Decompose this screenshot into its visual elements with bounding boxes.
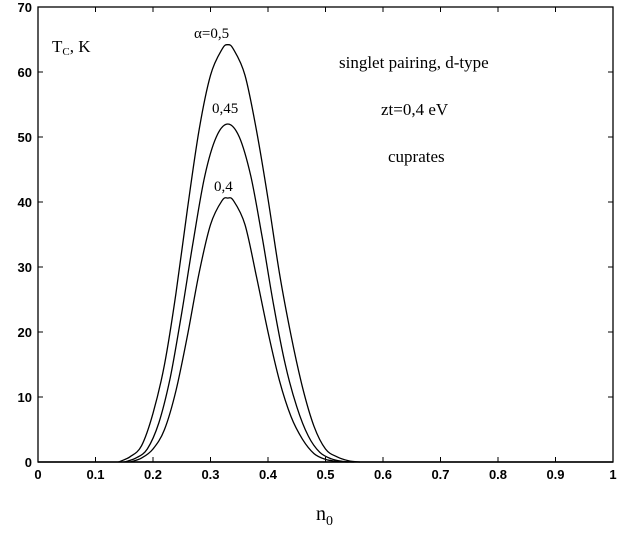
x-tick-label: 0.5	[316, 467, 334, 482]
series-line-2	[129, 197, 349, 463]
y-tick-label: 70	[18, 0, 32, 15]
y-axis-label: TC, K	[52, 37, 91, 58]
x-tick-label: 0.7	[431, 467, 449, 482]
axes: 0 0.1 0.2 0.3 0.4 0.5 0.6 0.7 0.8 0.9 101020304050…	[18, 0, 617, 482]
x-tick-label: 0.8	[489, 467, 507, 482]
x-tick-label: 0.3	[201, 467, 219, 482]
annotation-zt: zt=0,4 eV	[381, 100, 449, 119]
annotation-pairing: singlet pairing, d-type	[339, 53, 489, 72]
x-tick-label: 0.2	[144, 467, 162, 482]
series-line-1	[124, 123, 355, 463]
y-tick-label: 20	[18, 325, 32, 340]
series-lines	[118, 44, 361, 463]
y-tick-label: 10	[18, 390, 32, 405]
annotation-cuprates: cuprates	[388, 147, 445, 166]
series-label-0-45: 0,45	[212, 101, 238, 117]
y-tick-label: 0	[25, 455, 32, 470]
x-tick-label: 0	[34, 467, 41, 482]
series-label-0-4: 0,4	[214, 179, 233, 195]
x-tick-label: 0.1	[86, 467, 104, 482]
plot-frame	[37, 6, 614, 463]
y-tick-label: 50	[18, 130, 32, 145]
x-tick-label: 0.6	[374, 467, 392, 482]
x-tick-label: 1	[609, 467, 616, 482]
series-line-0	[118, 44, 361, 463]
y-tick-label: 40	[18, 195, 32, 210]
x-tick-label: 0.4	[259, 467, 278, 482]
x-tick-label: 0.9	[546, 467, 564, 482]
y-tick-label: 60	[18, 65, 32, 80]
y-tick-label: 30	[18, 260, 32, 275]
series-label-0-5: α=0,5	[194, 26, 229, 42]
x-axis-label: n0	[316, 503, 333, 529]
